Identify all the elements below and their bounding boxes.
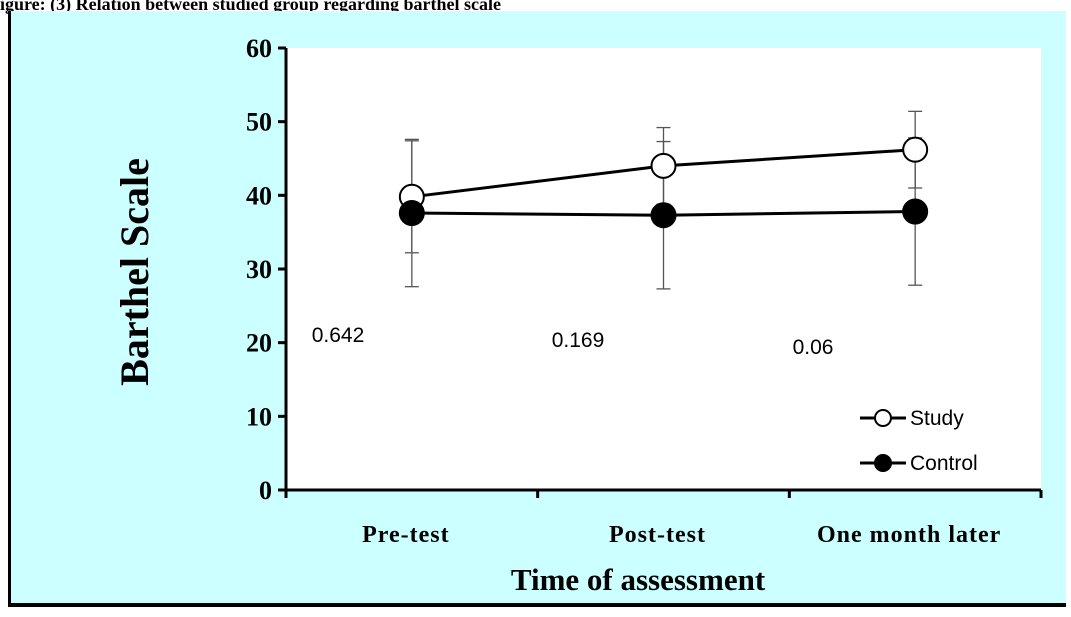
legend-marker	[874, 454, 892, 472]
point-control	[650, 202, 677, 229]
point-study	[650, 152, 677, 179]
x-tick-label: Pre-test	[362, 522, 450, 548]
y-tick-label: 40	[246, 181, 272, 210]
y-tick-label: 10	[246, 402, 272, 431]
point-study	[902, 136, 929, 163]
point-control	[398, 200, 425, 227]
y-tick-label: 30	[246, 255, 272, 284]
figure-caption: igure: (3) Relation between studied grou…	[0, 0, 501, 14]
y-tick-label: 60	[246, 34, 272, 63]
y-tick-label: 0	[259, 476, 272, 505]
p-value-annotation: 0.169	[552, 329, 605, 352]
point-control	[902, 198, 929, 225]
p-value-annotation: 0.06	[793, 336, 834, 359]
x-tick-label: Post-test	[609, 522, 706, 548]
y-axis-title: Barthel Scale	[112, 158, 157, 386]
x-tick-label: One month later	[817, 522, 1001, 548]
legend-label: Study	[910, 407, 964, 430]
y-tick-label: 50	[246, 108, 272, 137]
legend-label: Control	[910, 452, 978, 475]
y-tick-label: 20	[246, 329, 272, 358]
legend-marker	[874, 409, 892, 427]
x-axis-title: Time of assessment	[511, 562, 766, 597]
p-value-annotation: 0.642	[312, 324, 365, 347]
